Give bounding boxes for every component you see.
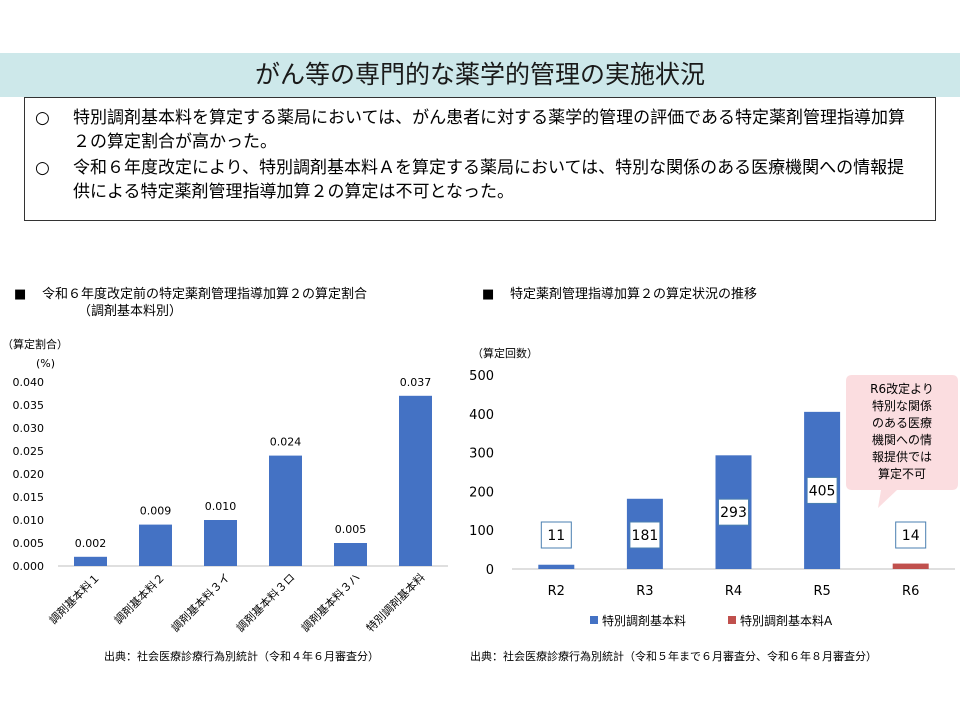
right-x-tick-label: R5 <box>813 584 830 599</box>
callout-line: R6改定より <box>870 381 934 396</box>
left-y-tick-label: 0.030 <box>13 422 45 435</box>
left-x-tick-label: 調剤基本料３ロ <box>233 570 297 634</box>
legend-swatch-special <box>590 616 598 624</box>
left-y-tick-label: 0.025 <box>13 445 45 458</box>
right-bar-value-label: 293 <box>720 505 747 521</box>
legend-label-special-a: 特別調剤基本料A <box>740 613 833 628</box>
left-y-tick-label: 0.020 <box>13 468 45 481</box>
right-value-box <box>806 476 838 504</box>
right-chart-title: ■ 特定薬剤管理指導加算２の算定状況の推移 <box>482 286 757 303</box>
title-bar: がん等の専門的な薬学的管理の実施状況 <box>0 53 960 97</box>
right-bar-value-label: 14 <box>902 528 920 544</box>
right-value-box <box>895 521 927 549</box>
left-bar <box>139 524 172 566</box>
left-bar <box>399 395 432 566</box>
left-bar <box>334 543 367 566</box>
left-bar-value-label: 0.010 <box>205 500 237 513</box>
left-bar-value-label: 0.005 <box>335 523 367 536</box>
callout-line: 報提供では <box>872 449 932 464</box>
right-y-tick-label: 100 <box>469 524 494 539</box>
right-x-tick-label: R3 <box>636 584 653 599</box>
left-x-tick-label: 調剤基本料３イ <box>168 570 232 634</box>
left-y-tick-label: 0.010 <box>13 514 45 527</box>
left-y-axis-label-2: (%) <box>36 357 55 370</box>
left-x-tick-label: 特別調剤基本料 <box>363 570 427 634</box>
left-y-tick-label: 0.035 <box>13 399 45 412</box>
left-bar <box>204 520 237 566</box>
right-bar <box>538 564 575 569</box>
callout-line: のある医療 <box>872 416 932 430</box>
callout-line: 特別な関係 <box>872 398 932 413</box>
left-y-axis-label-1: （算定割合） <box>2 337 68 351</box>
left-source-note: 出典：社会医療診療行為別統計（令和４年６月審査分） <box>104 649 379 663</box>
right-value-box <box>629 521 661 549</box>
left-chart-title: ■ 令和６年度改定前の特定薬剤管理指導加算２の算定割合 （調剤基本料別） <box>14 286 367 320</box>
right-bar-value-label: 405 <box>809 483 836 499</box>
left-bar-value-label: 0.037 <box>400 376 432 389</box>
bullet-text: 特別調剤基本料を算定する薬局においては、がん患者に対する薬学的管理の評価である特… <box>73 108 905 152</box>
summary-bullet: ○ 特別調剤基本料を算定する薬局においては、がん患者に対する薬学的管理の評価であ… <box>35 106 921 154</box>
right-y-tick-label: 0 <box>486 563 494 578</box>
page-title: がん等の専門的な薬学的管理の実施状況 <box>254 60 705 89</box>
left-bar-value-label: 0.009 <box>140 505 172 518</box>
left-y-tick-label: 0.040 <box>13 376 45 389</box>
right-y-axis-label: （算定回数） <box>472 346 538 360</box>
left-bar <box>269 455 302 566</box>
right-value-box <box>540 521 572 549</box>
callout-note: R6改定より特別な関係のある医療機関への情報提供では算定不可 <box>846 375 958 508</box>
right-legend: 特別調剤基本料 特別調剤基本料A <box>590 613 833 628</box>
callout-text: R6改定より特別な関係のある医療機関への情報提供では算定不可 <box>870 381 934 481</box>
left-y-tick-label: 0.015 <box>13 491 45 504</box>
left-x-tick-label: 調剤基本料２ <box>111 570 168 627</box>
right-bar-value-label: 11 <box>547 528 565 544</box>
right-y-tick-label: 300 <box>469 447 494 462</box>
left-y-tick-label: 0.000 <box>13 560 45 573</box>
callout-line: 算定不可 <box>878 466 926 481</box>
callout-bubble <box>846 375 958 508</box>
left-y-tick-label: 0.005 <box>13 537 45 550</box>
right-x-tick-label: R4 <box>725 584 742 599</box>
callout-line: 機関への情 <box>872 432 932 447</box>
legend-label-special: 特別調剤基本料 <box>602 613 686 628</box>
left-chart-title-line1: 令和６年度改定前の特定薬剤管理指導加算２の算定割合 <box>42 287 368 302</box>
bullet-text: 令和６年度改定により、特別調剤基本料Ａを算定する薬局においては、特別な関係のある… <box>73 158 905 202</box>
left-bar <box>74 556 107 566</box>
right-source-note: 出典：社会医療診療行為別統計（令和５年まで６月審査分、令和６年８月審査分） <box>470 649 877 663</box>
summary-box: ○ 特別調剤基本料を算定する薬局においては、がん患者に対する薬学的管理の評価であ… <box>24 97 936 221</box>
right-bar <box>892 563 929 569</box>
right-bar-value-label: 181 <box>632 528 659 544</box>
right-y-tick-label: 400 <box>469 408 494 423</box>
right-value-box <box>718 498 749 526</box>
left-x-tick-label: 調剤基本料３ハ <box>298 570 362 634</box>
right-y-tick-label: 500 <box>469 369 494 384</box>
square-bullet-icon: ■ <box>482 287 495 302</box>
right-chart-title-text: 特定薬剤管理指導加算２の算定状況の推移 <box>510 287 758 302</box>
bullet-circle-icon: ○ <box>35 158 50 178</box>
left-bar-value-label: 0.002 <box>75 537 107 550</box>
left-x-tick-label: 調剤基本料１ <box>46 570 103 627</box>
right-x-tick-label: R6 <box>902 584 919 599</box>
bullet-circle-icon: ○ <box>35 108 50 128</box>
square-bullet-icon: ■ <box>14 287 27 302</box>
summary-bullet: ○ 令和６年度改定により、特別調剤基本料Ａを算定する薬局においては、特別な関係の… <box>35 156 921 204</box>
right-y-tick-label: 200 <box>469 485 494 500</box>
left-bar-value-label: 0.024 <box>270 436 302 449</box>
left-chart-title-line2: （調剤基本料別） <box>78 304 183 319</box>
right-x-tick-label: R2 <box>548 584 565 599</box>
legend-swatch-special-a <box>728 616 736 624</box>
